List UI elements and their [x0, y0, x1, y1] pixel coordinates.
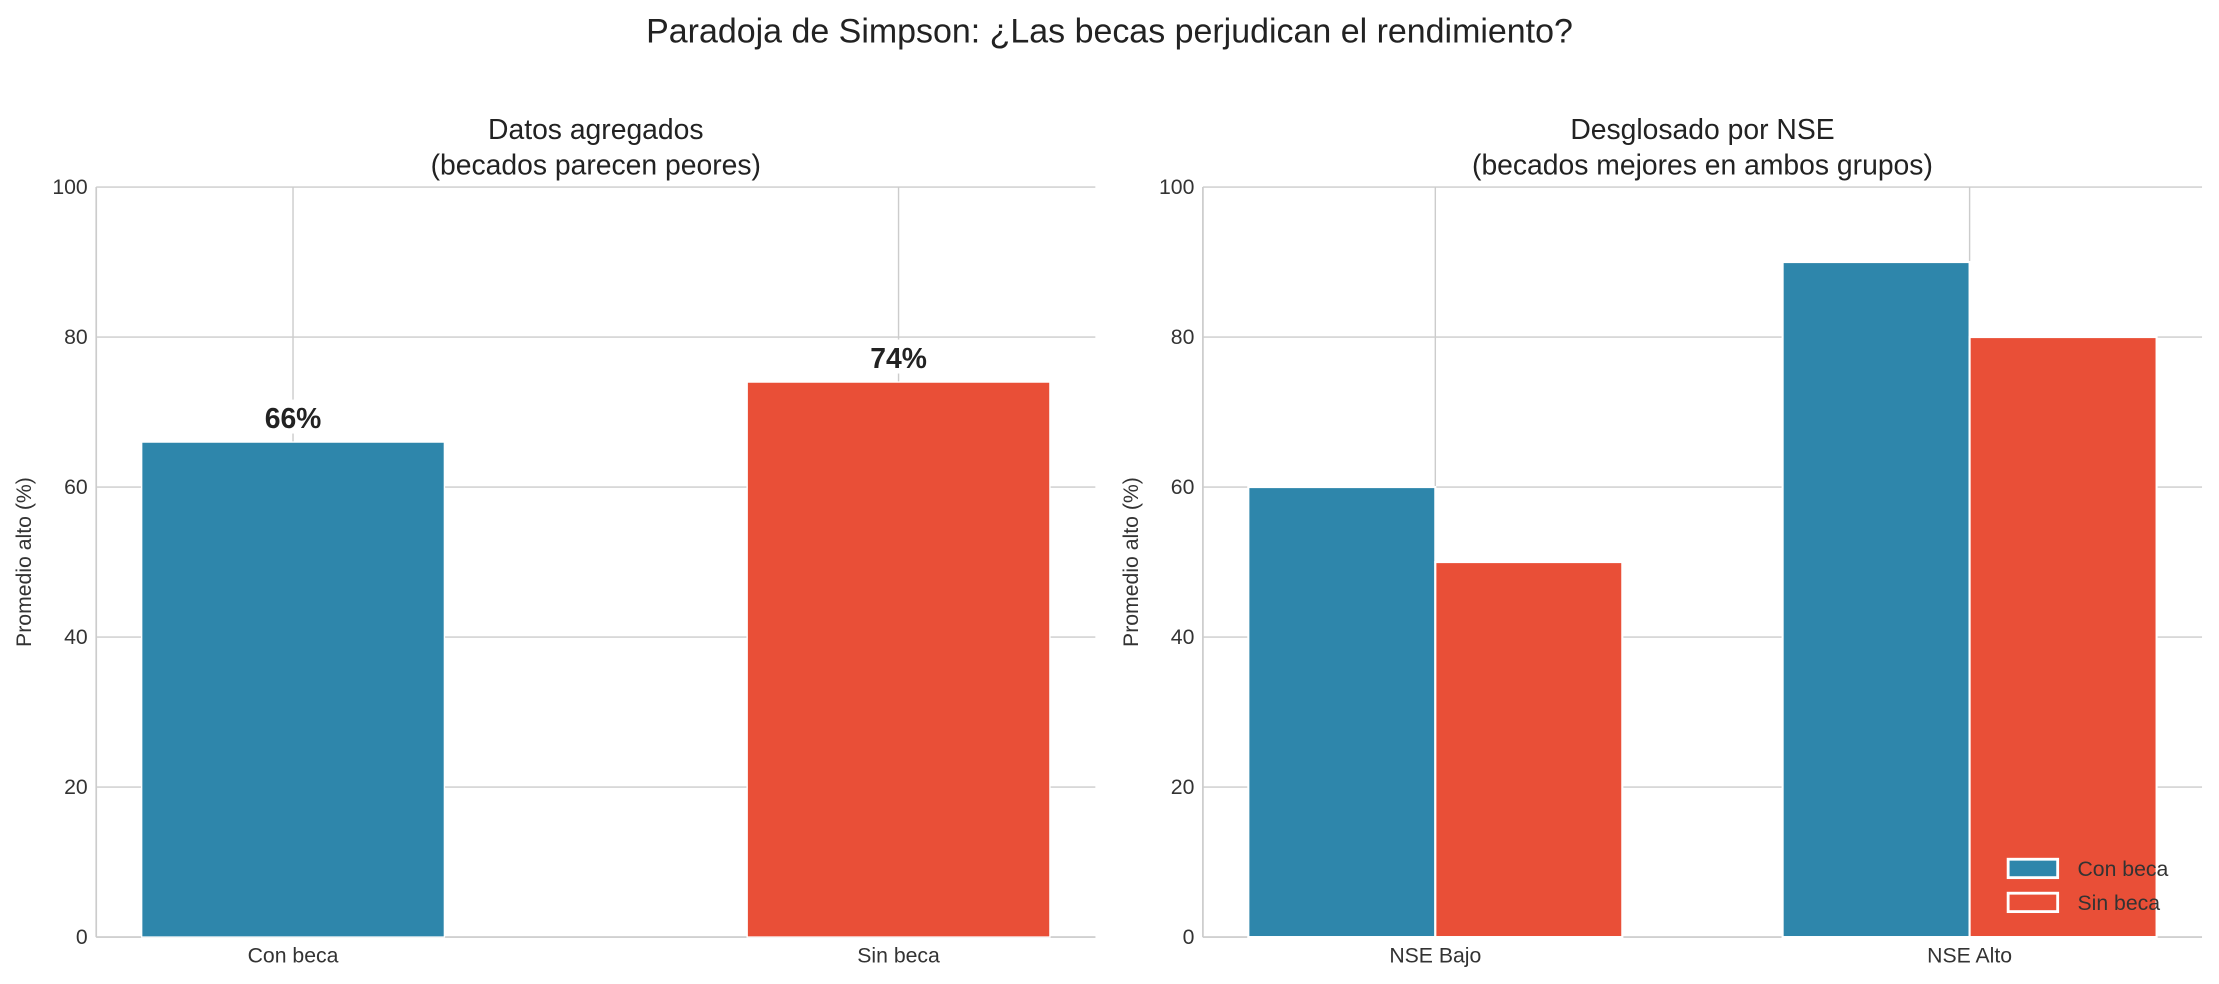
x-tick-label: NSE Bajo [1389, 945, 1481, 968]
subplot-title-line1: Datos agregados [488, 113, 704, 145]
legend-swatch [2006, 891, 2060, 914]
y-tick-label: 40 [1171, 626, 1195, 649]
figure-title: Paradoja de Simpson: ¿Las becas perjudic… [646, 13, 1573, 51]
y-tick-label: 40 [64, 626, 88, 649]
legend-label: Con beca [2077, 858, 2168, 881]
y-tick-label: 20 [64, 776, 88, 799]
data-label-background [259, 399, 327, 434]
bar-sin-beca [1968, 335, 2158, 939]
data-label: 66% [265, 402, 322, 434]
y-tick-label: 0 [76, 926, 88, 949]
legend: Con beca Sin beca [2006, 857, 2169, 915]
bar-con-beca [1781, 260, 1971, 939]
legend-label: Sin beca [2077, 892, 2160, 915]
x-tick-label: Sin beca [857, 945, 940, 968]
subplot-title-line2: (becados mejores en ambos grupos) [1472, 148, 1933, 180]
y-axis-label: Promedio alto (%) [13, 477, 36, 647]
y-tick-label: 0 [1183, 926, 1195, 949]
x-tick-label: Con beca [248, 945, 339, 968]
by-nse-chart: Desglosado por NSE(becados mejores en am… [1120, 113, 2203, 968]
subplot-title-line2: (becados parecen peores) [431, 148, 761, 180]
subplot-title-line1: Desglosado por NSE [1570, 113, 1834, 145]
aggregate-chart: Datos agregados(becados parecen peores) 0… [13, 113, 1096, 968]
y-tick-label: 100 [52, 176, 87, 199]
bar-sin-beca [746, 381, 1051, 938]
y-tick-label: 60 [64, 476, 88, 499]
bar-con-beca [140, 441, 446, 938]
bar-con-beca [1247, 485, 1437, 939]
bar-sin-beca [1434, 560, 1624, 939]
data-label: 74% [870, 342, 927, 374]
y-tick-label: 80 [64, 326, 88, 349]
y-tick-label: 100 [1159, 176, 1194, 199]
data-label-background [864, 339, 933, 374]
x-tick-label: NSE Alto [1927, 945, 2012, 968]
y-tick-label: 20 [1171, 776, 1195, 799]
y-tick-label: 80 [1171, 326, 1195, 349]
y-tick-label: 60 [1171, 476, 1195, 499]
legend-swatch [2006, 857, 2060, 880]
y-axis-label: Promedio alto (%) [1120, 477, 1143, 647]
